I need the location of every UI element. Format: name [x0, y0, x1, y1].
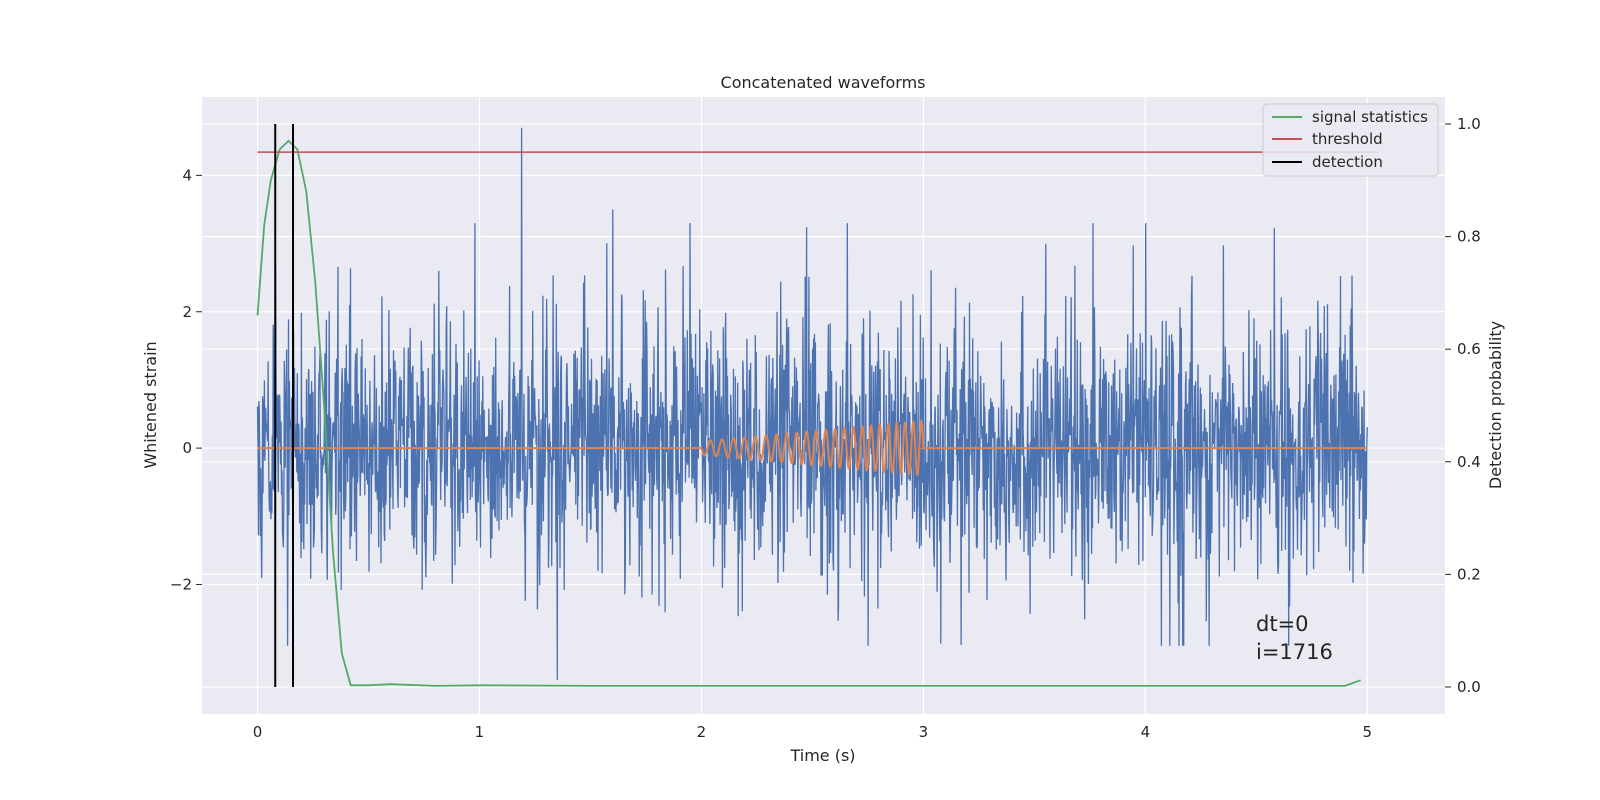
injected-waveform-line [257, 418, 1368, 476]
y-tick-label: 0 [182, 439, 192, 457]
y-right-tick-label: 0.4 [1457, 453, 1481, 471]
x-tick-label: 1 [475, 723, 485, 741]
series-layer [256, 124, 1379, 687]
legend-label-signal-statistics: signal statistics [1312, 108, 1428, 126]
legend-label-threshold: threshold [1312, 130, 1383, 148]
legend-label-detection: detection [1312, 153, 1383, 171]
y-right-tick-label: 0.8 [1457, 228, 1481, 246]
y-axis-right-label: Detection probability [1486, 321, 1505, 489]
x-tick-label: 0 [253, 723, 263, 741]
y-tick-label: 2 [182, 303, 192, 321]
y-right-tick-label: 0.2 [1457, 565, 1481, 583]
x-tick-label: 4 [1141, 723, 1151, 741]
y-tick-label: 4 [182, 166, 192, 184]
x-axis-label: Time (s) [789, 746, 855, 765]
legend-box [1262, 103, 1439, 177]
y-right-tick-label: 0.6 [1457, 340, 1481, 358]
annotation-i: i=1716 [1256, 640, 1333, 664]
y-right-tick-label: 1.0 [1457, 115, 1481, 133]
x-tick-label: 2 [697, 723, 707, 741]
ticks: 0 1 2 3 4 5 −2 0 2 4 0.0 0.2 0.4 0.6 0.8 1.0 [170, 115, 1481, 741]
annotation-dt: dt=0 [1256, 612, 1309, 636]
x-tick-label: 5 [1363, 723, 1373, 741]
legend: signal statistics threshold detection [1262, 103, 1439, 177]
strain-series-line [256, 127, 1368, 680]
signal-statistics-line [256, 139, 1362, 687]
y-axis-label: Whitened strain [141, 341, 160, 468]
chart-title: Concatenated waveforms [721, 73, 926, 92]
y-tick-label: −2 [170, 575, 192, 593]
y-right-tick-label: 0.0 [1457, 678, 1481, 696]
x-tick-label: 3 [919, 723, 929, 741]
